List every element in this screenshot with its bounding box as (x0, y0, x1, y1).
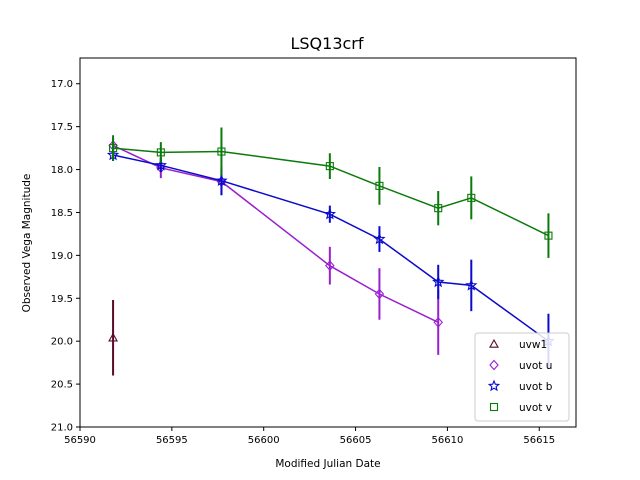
y-tick-label: 20.5 (51, 380, 73, 391)
y-tick-label: 21.0 (51, 423, 73, 434)
legend-label: uvot b (519, 381, 553, 393)
y-tick-label: 18.5 (51, 208, 73, 219)
data-point-uvot-u (433, 316, 443, 328)
legend-label: uvot u (519, 360, 552, 372)
legend: uvw1 uvot u uvot b uvot v (474, 332, 570, 422)
data-point-uvot-v (375, 181, 384, 190)
data-point-uvot-b (373, 232, 386, 245)
series-line-uvot-b (112, 154, 549, 342)
x-axis-label: Modified Julian Date (275, 458, 380, 470)
chart-title: LSQ13crf (290, 34, 363, 53)
series-uvot-v (109, 127, 553, 258)
series-uvw1 (108, 299, 119, 376)
x-tick-label: 56595 (156, 435, 188, 446)
data-point-uvot-b (432, 275, 445, 288)
y-tick-label: 20.0 (51, 337, 73, 348)
data-point-uvot-v (156, 148, 165, 157)
data-point-uvot-v (467, 193, 476, 202)
data-point-uvot-v (325, 162, 334, 171)
data-point-uvot-v (544, 231, 553, 240)
legend-marker (487, 379, 501, 392)
data-point-uvot-v (434, 204, 443, 213)
x-tick-label: 56590 (64, 435, 96, 446)
y-tick-label: 19.0 (51, 251, 73, 262)
data-point-uvot-b (154, 158, 167, 171)
data-point-uvot-u (374, 288, 385, 300)
data-point-uvot-b (215, 174, 228, 186)
plot-area (106, 127, 555, 376)
x-tick-label: 56615 (523, 435, 555, 446)
y-tick-label: 17.0 (51, 79, 73, 90)
legend-marker (489, 338, 499, 348)
plot-frame (79, 57, 577, 428)
data-point-uvot-b (323, 207, 336, 220)
data-point-uvot-u (325, 260, 335, 271)
legend-marker (489, 359, 499, 371)
data-point-uvw1 (108, 332, 119, 342)
axes: 56590 56595 56600 56605 56610 56615 17.0 17.5 18… (51, 79, 555, 446)
legend-box (474, 332, 570, 422)
legend-label: uvw1 (519, 339, 547, 351)
data-point-uvot-b (465, 278, 478, 291)
y-tick-label: 18.0 (51, 165, 73, 176)
data-point-uvot-v (217, 147, 226, 156)
x-tick-label: 56605 (340, 435, 372, 446)
series-line-uvot-u (112, 144, 439, 323)
y-axis-label: Observed Vega Magnitude (21, 174, 33, 313)
x-tick-label: 56600 (248, 435, 280, 446)
y-tick-label: 19.5 (51, 294, 73, 305)
y-tick-label: 17.5 (51, 122, 73, 133)
legend-marker (489, 402, 499, 412)
legend-label: uvot v (519, 402, 552, 414)
data-point-uvot-v (109, 144, 118, 153)
series-uvot-u (108, 138, 443, 355)
x-tick-label: 56610 (432, 435, 464, 446)
series-line-uvot-v (113, 147, 549, 237)
